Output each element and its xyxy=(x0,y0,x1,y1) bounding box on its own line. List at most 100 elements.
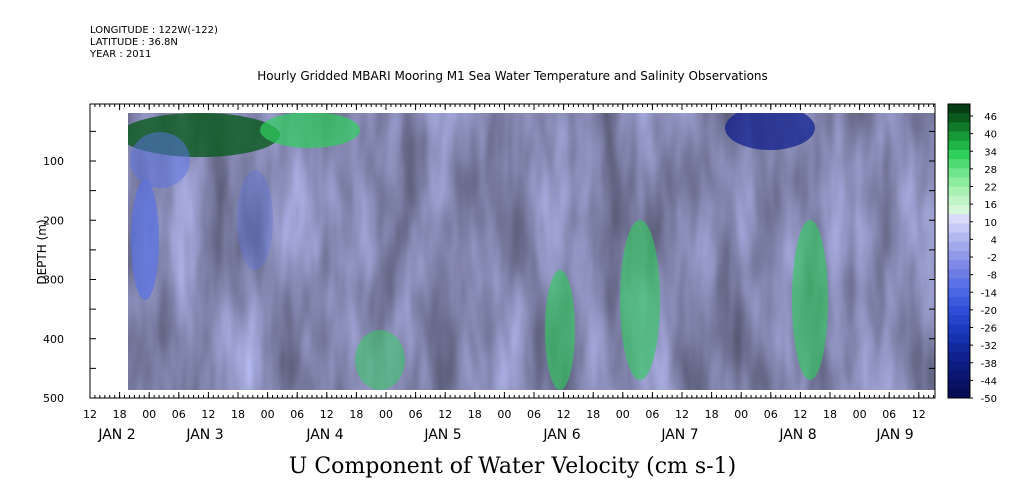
colorbar-cell xyxy=(948,104,970,114)
x-tick-label: 12 xyxy=(83,408,97,421)
x-tick-label: 00 xyxy=(379,408,393,421)
x-day-label: JAN 2 xyxy=(97,427,135,443)
x-tick-label: 12 xyxy=(557,408,571,421)
colorbar-cell xyxy=(948,131,970,142)
x-day-label: JAN 6 xyxy=(542,427,580,443)
colorbar-label: -32 xyxy=(981,341,997,352)
colorbar-cell xyxy=(948,205,970,215)
x-tick-label: 06 xyxy=(172,408,186,421)
field-patch xyxy=(260,113,360,148)
colorbar-cell xyxy=(948,315,970,325)
colorbar-cell xyxy=(948,223,970,234)
colorbar-cell xyxy=(948,269,970,280)
colorbar-cell xyxy=(948,361,970,371)
x-tick-label: 06 xyxy=(527,408,541,421)
x-tick-label: 18 xyxy=(586,408,600,421)
x-tick-label: 06 xyxy=(409,408,423,421)
x-tick-label: 18 xyxy=(823,408,837,421)
colorbar-cell xyxy=(948,177,970,188)
colorbar-cell xyxy=(948,241,970,252)
field-patch xyxy=(130,132,190,188)
colorbar-cell xyxy=(948,168,970,178)
colorbar-cell xyxy=(948,278,970,289)
colorbar-cell xyxy=(948,113,970,123)
heatmap-field xyxy=(128,113,935,390)
y-tick-label: 300 xyxy=(43,274,64,287)
x-tick-label: 12 xyxy=(675,408,689,421)
colorbar-cell xyxy=(948,159,970,169)
y-tick-label: 200 xyxy=(43,214,64,227)
x-tick-label: 12 xyxy=(438,408,452,421)
x-tick-label: 18 xyxy=(113,408,127,421)
colorbar-cell xyxy=(948,333,970,344)
x-tick-label: 12 xyxy=(320,408,334,421)
longitude-label: LONGITUDE : 122W(-122) xyxy=(90,25,218,36)
colorbar-label: -14 xyxy=(981,288,997,299)
y-axis: 100 200 300 400 500 xyxy=(43,130,935,405)
colorbar-label: -26 xyxy=(981,324,997,335)
colorbar-cell xyxy=(948,140,970,151)
colorbar-cell xyxy=(948,379,970,390)
colorbar-label: 16 xyxy=(984,200,997,211)
field-patch xyxy=(792,220,828,380)
latitude-label: LATITUDE : 36.8N xyxy=(90,37,178,48)
x-tick-label: 18 xyxy=(349,408,363,421)
colorbar-label: 28 xyxy=(984,165,997,176)
plot-frame xyxy=(89,103,936,399)
x-tick-label: 06 xyxy=(882,408,896,421)
field-patch xyxy=(725,113,815,150)
colorbar-frame xyxy=(947,103,971,399)
x-day-label: JAN 3 xyxy=(185,427,223,443)
x-tick-label: 00 xyxy=(261,408,275,421)
x-tick-label: 18 xyxy=(231,408,245,421)
colorbar-cell xyxy=(948,260,970,270)
colorbar-cell xyxy=(948,388,970,399)
x-tick-label: 00 xyxy=(142,408,156,421)
field-patch xyxy=(131,180,159,300)
year-label: YEAR : 2011 xyxy=(90,49,152,60)
variable-title: U Component of Water Velocity (cm s-1) xyxy=(288,454,737,479)
y-tick-label: 500 xyxy=(43,392,64,405)
colorbar-cell xyxy=(948,251,970,261)
x-day-label: JAN 5 xyxy=(423,427,461,443)
y-axis-label: DEPTH (m) xyxy=(35,219,49,284)
colorbar-label: 10 xyxy=(984,218,997,229)
colorbar-cell xyxy=(948,324,970,335)
field-patch xyxy=(237,170,273,270)
colorbar: 46 40 34 28 22 16 10 4 -2 -8 -14 -20 -26 -32 -38 -44 -50 xyxy=(947,103,997,405)
x-tick-label: 18 xyxy=(705,408,719,421)
x-tick-label: 12 xyxy=(912,408,926,421)
y-tick-label: 100 xyxy=(43,155,64,168)
colorbar-cell xyxy=(948,149,970,160)
colorbar-label: 46 xyxy=(984,112,997,123)
chart-title: Hourly Gridded MBARI Mooring M1 Sea Wate… xyxy=(257,69,768,83)
colorbar-label: -44 xyxy=(981,376,997,387)
x-day-label: JAN 4 xyxy=(305,427,343,443)
colorbar-cell xyxy=(948,186,970,197)
colorbar-cell xyxy=(948,122,970,133)
colorbar-cell xyxy=(948,342,970,353)
x-tick-label: 06 xyxy=(764,408,778,421)
colorbar-cell xyxy=(948,214,970,224)
x-tick-label: 12 xyxy=(201,408,215,421)
x-day-label: JAN 8 xyxy=(778,427,816,443)
x-day-label: JAN 7 xyxy=(660,427,698,443)
y-tick-label: 400 xyxy=(43,333,64,346)
x-tick-label: 06 xyxy=(290,408,304,421)
x-tick-label: 00 xyxy=(497,408,511,421)
x-tick-label: 00 xyxy=(853,408,867,421)
colorbar-label: -38 xyxy=(981,359,997,370)
colorbar-cell xyxy=(948,352,970,362)
colorbar-cell xyxy=(948,195,970,206)
colorbar-cell xyxy=(948,370,970,381)
x-day-label: JAN 9 xyxy=(875,427,913,443)
colorbar-cell xyxy=(948,306,970,316)
field-patch xyxy=(620,220,660,380)
x-tick-label: 18 xyxy=(468,408,482,421)
colorbar-label: 22 xyxy=(984,183,997,194)
x-axis: 12 18 00 06 12 18 00 06 12 18 00 06 12 18 00 06 12 18 00 06… xyxy=(83,104,935,443)
field-patch xyxy=(545,270,575,390)
field-patch xyxy=(355,330,405,390)
colorbar-cell xyxy=(948,287,970,298)
